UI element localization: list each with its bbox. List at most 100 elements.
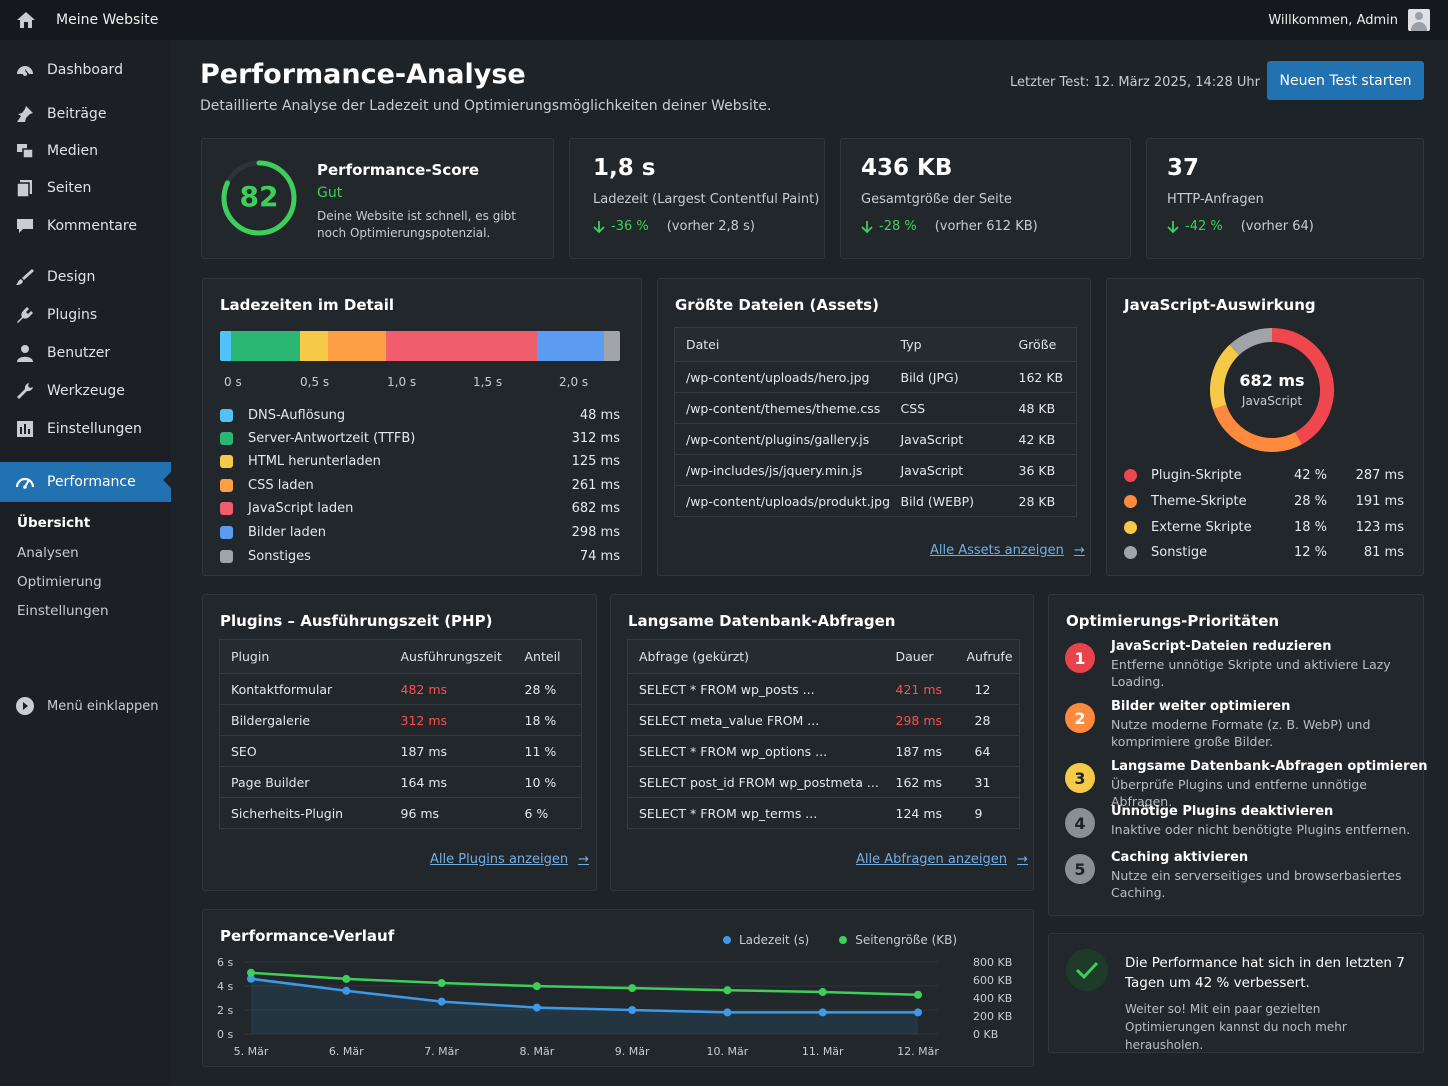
link-label: Alle Assets anzeigen xyxy=(930,543,1064,558)
table-row[interactable]: Bildergalerie 312 ms 18 % xyxy=(219,704,582,736)
y-right-tick-label: 200 KB xyxy=(973,1010,1012,1023)
priority-title: Bilder weiter optimieren xyxy=(1111,699,1291,714)
card-title: Plugins – Ausführungszeit (PHP) xyxy=(220,612,493,630)
axis-tick: 1,5 s xyxy=(473,375,503,389)
series-line xyxy=(250,977,918,1014)
sidebar-item-comments[interactable]: Kommentare xyxy=(0,210,171,242)
legend-percent: 28 % xyxy=(1294,493,1328,509)
table-row[interactable]: SELECT * FROM wp_posts ... 421 ms 12 xyxy=(627,673,1020,705)
priority-number: 1 xyxy=(1065,643,1095,673)
submenu-overview[interactable]: Übersicht xyxy=(17,515,91,531)
sidebar-item-plugins[interactable]: Plugins xyxy=(0,299,171,331)
legend-value: 682 ms xyxy=(571,500,620,516)
table-row[interactable]: Page Builder 164 ms 10 % xyxy=(219,766,582,798)
sidebar-item-users[interactable]: Benutzer xyxy=(0,337,171,369)
plugin-name: Page Builder xyxy=(219,766,401,798)
avatar[interactable] xyxy=(1408,9,1430,31)
legend-label: JavaScript laden xyxy=(248,500,354,516)
sidebar-item-tools[interactable]: Werkzeuge xyxy=(0,375,171,407)
table-header: Abfrage (gekürzt) Dauer Aufrufe xyxy=(627,639,1020,674)
donut-slice xyxy=(1271,328,1334,445)
plugin-share: 10 % xyxy=(524,766,582,798)
x-tick-label: 5. Mär xyxy=(234,1045,269,1058)
data-point xyxy=(342,974,351,983)
table-row[interactable]: /wp-includes/js/jquery.min.js JavaScript 3… xyxy=(674,454,1077,486)
welcome-text[interactable]: Willkommen, Admin xyxy=(1268,12,1398,28)
submenu-optimization[interactable]: Optimierung xyxy=(17,574,102,590)
score-description: Deine Website ist schnell, es gibt noch … xyxy=(317,209,516,240)
table-row[interactable]: SEO 187 ms 11 % xyxy=(219,735,582,767)
load-times-stacked-bar xyxy=(220,331,620,361)
asset-size: 36 KB xyxy=(1018,454,1077,486)
data-point xyxy=(247,974,255,983)
stat-delta-value: -42 % xyxy=(1185,219,1223,234)
series-line xyxy=(250,971,919,997)
sidebar-item-pages[interactable]: Seiten xyxy=(0,172,171,204)
bar-segment xyxy=(220,331,231,361)
sidebar-item-settings[interactable]: Einstellungen xyxy=(0,413,171,445)
js-impact-card: JavaScript-Auswirkung 682 ms JavaScript … xyxy=(1106,278,1424,576)
donut-center-value: 682 ms xyxy=(1239,371,1305,390)
new-test-button[interactable]: Neuen Test starten xyxy=(1267,61,1424,100)
score-card: 82 Performance-Score Gut Deine Website i… xyxy=(201,138,554,259)
query-duration: 187 ms xyxy=(895,735,967,767)
axis-tick: 2,0 s xyxy=(559,375,589,389)
sidebar-item-label: Kommentare xyxy=(47,218,137,234)
all-queries-link[interactable]: Alle Abfragen anzeigen → xyxy=(856,852,1028,867)
priorities-card: Optimierungs-Prioritäten 1 JavaScript-Dat… xyxy=(1048,594,1428,916)
legend-label: Server-Antwortzeit (TTFB) xyxy=(248,430,416,446)
stat-previous: (vorher 612 KB) xyxy=(934,219,1038,234)
plugin-icon xyxy=(15,305,35,325)
sidebar-item-posts[interactable]: Beiträge xyxy=(0,98,171,130)
legend-label: Externe Skripte xyxy=(1151,519,1252,535)
legend-label: CSS laden xyxy=(248,477,314,493)
all-plugins-link[interactable]: Alle Plugins anzeigen → xyxy=(430,852,589,867)
js-legend-plugin: Plugin-Skripte 42 % 287 ms xyxy=(1124,465,1404,485)
plugin-share: 11 % xyxy=(524,735,582,767)
sidebar-item-dashboard[interactable]: Dashboard xyxy=(0,54,171,86)
priority-number: 2 xyxy=(1065,703,1095,733)
legend-value: 125 ms xyxy=(571,453,620,469)
table-row[interactable]: SELECT meta_value FROM ... 298 ms 28 xyxy=(627,704,1020,736)
legend-percent: 12 % xyxy=(1294,544,1328,560)
table-row[interactable]: /wp-content/uploads/hero.jpg Bild (JPG) 16… xyxy=(674,361,1077,393)
table-row[interactable]: Kontaktformular 482 ms 28 % xyxy=(219,673,582,705)
data-point xyxy=(247,968,255,977)
sidebar-item-design[interactable]: Design xyxy=(0,261,171,293)
table-row[interactable]: SELECT * FROM wp_options ... 187 ms 64 xyxy=(627,735,1020,767)
asset-size: 42 KB xyxy=(1018,423,1077,455)
home-icon[interactable] xyxy=(16,10,36,30)
collapse-menu-button[interactable]: Menü einklappen xyxy=(15,696,159,716)
priority-number: 3 xyxy=(1065,763,1095,793)
sidebar-item-performance[interactable]: Performance xyxy=(0,462,171,502)
legend-label: HTML herunterladen xyxy=(248,453,381,469)
sidebar-item-label: Design xyxy=(47,269,96,285)
table-row[interactable]: SELECT post_id FROM wp_postmeta ... 162 m… xyxy=(627,766,1020,798)
submenu-analyses[interactable]: Analysen xyxy=(17,545,79,561)
query-calls: 64 xyxy=(966,735,1020,767)
site-name-link[interactable]: Meine Website xyxy=(56,12,159,28)
all-assets-link[interactable]: Alle Assets anzeigen → xyxy=(930,543,1085,558)
main-content: Performance-Analyse Detaillierte Analyse… xyxy=(171,40,1448,1086)
table-row[interactable]: SELECT * FROM wp_terms ... 124 ms 9 xyxy=(627,797,1020,829)
donut-slice xyxy=(1213,404,1302,452)
stat-delta-value: -36 % xyxy=(611,219,649,234)
table-row[interactable]: /wp-content/plugins/gallery.js JavaScript… xyxy=(674,423,1077,455)
pin-icon xyxy=(15,104,35,124)
stat-card-requests: 37 HTTP-Anfragen -42 % (vorher 64) xyxy=(1146,138,1424,259)
column-header: Plugin xyxy=(219,639,401,674)
legend-dot xyxy=(723,936,731,944)
legend-swatch xyxy=(220,501,233,515)
y-right-tick-label: 600 KB xyxy=(973,974,1012,987)
asset-file: /wp-content/uploads/produkt.jpg xyxy=(674,485,901,517)
sidebar-item-media[interactable]: Medien xyxy=(0,135,171,167)
table-row[interactable]: Sicherheits-Plugin 96 ms 6 % xyxy=(219,797,582,829)
asset-file: /wp-content/uploads/hero.jpg xyxy=(674,361,901,393)
submenu-settings[interactable]: Einstellungen xyxy=(17,603,109,619)
load-times-card: Ladezeiten im Detail 0 s 0,5 s 1,0 s 1,5… xyxy=(202,278,642,576)
table-row[interactable]: /wp-content/themes/theme.css CSS 48 KB xyxy=(674,392,1077,424)
priority-number: 4 xyxy=(1065,808,1095,838)
query-text: SELECT * FROM wp_posts ... xyxy=(627,673,896,705)
table-row[interactable]: /wp-content/uploads/produkt.jpg Bild (WEB… xyxy=(674,485,1077,517)
donut-center-label: JavaScript xyxy=(1241,394,1303,408)
